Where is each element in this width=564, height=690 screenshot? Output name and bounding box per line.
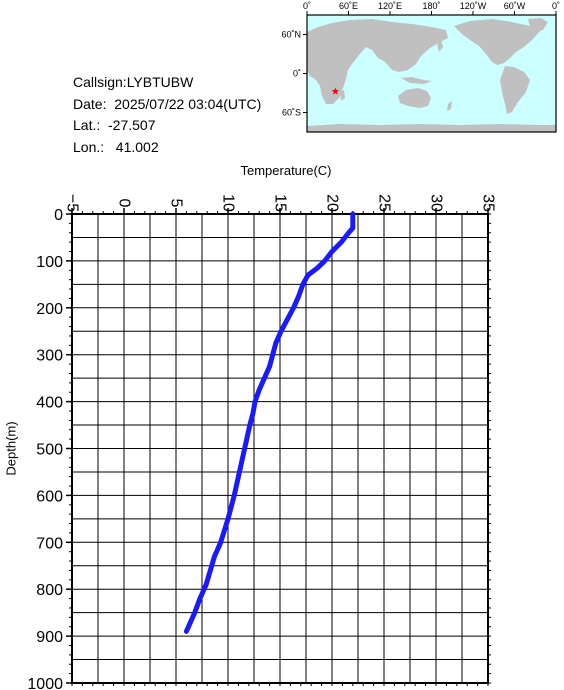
profile-info: Callsign:LYBTUBW Date: 2025/07/22 03:04(… — [73, 72, 261, 158]
map-longitude-label: 120˚W — [460, 1, 487, 11]
x-tick-label: 0 — [116, 199, 133, 208]
date-text: Date: 2025/07/22 03:04(UTC) — [73, 95, 262, 112]
map-latitude-label: 0˚ — [293, 69, 301, 79]
plot-frame — [71, 213, 489, 684]
longitude-text: Lon.: 41.002 — [73, 138, 159, 155]
map-land — [307, 18, 556, 132]
y-tick-label: 400 — [36, 395, 63, 412]
grid-lines — [71, 213, 489, 684]
map-longitude-labels: 0˚ 60˚E 120˚E 180˚ 120˚W 60˚W 0˚ — [303, 1, 560, 11]
map-longitude-label: 0˚ — [303, 1, 311, 11]
y-tick-label: 700 — [36, 535, 63, 552]
x-tick-label: 30 — [428, 194, 445, 212]
y-tick-label: 900 — [36, 629, 63, 646]
y-axis-title: Depth(m) — [4, 421, 19, 475]
y-tick-label: 100 — [36, 254, 63, 271]
x-tick-labels: −5 0 5 10 15 20 25 30 35 — [64, 194, 497, 212]
y-tick-label: 1000 — [27, 676, 63, 690]
y-tick-label: 500 — [36, 442, 63, 459]
y-tick-label: 200 — [36, 301, 63, 318]
x-tick-label: −5 — [64, 194, 81, 212]
x-tick-label: 10 — [220, 194, 237, 212]
latitude-text: Lat.: -27.507 — [73, 117, 156, 133]
y-tick-label: 800 — [36, 582, 63, 599]
x-tick-label: 25 — [376, 194, 393, 212]
y-tick-label: 300 — [36, 348, 63, 365]
x-tick-label: 35 — [480, 194, 497, 212]
minor-ticks — [66, 208, 491, 686]
map-longitude-label: 120˚E — [378, 1, 402, 11]
map-longitude-label: 180˚ — [422, 1, 440, 11]
x-tick-label: 15 — [272, 194, 289, 212]
callsign-text: Callsign:LYBTUBW — [73, 74, 194, 90]
location-marker — [331, 87, 340, 95]
temperature-profile-line — [183, 211, 356, 634]
map-ticks — [303, 11, 557, 113]
x-axis-title: Temperature(C) — [240, 163, 331, 178]
y-tick-labels: 0 100 200 300 400 500 600 700 800 900 1000 — [27, 207, 63, 690]
x-tick-label: 5 — [168, 199, 185, 208]
y-tick-label: 600 — [36, 488, 63, 505]
map-latitude-labels: 60˚N 0˚ 60˚S — [281, 30, 301, 118]
x-tick-label: 20 — [324, 194, 341, 212]
location-map: 0˚ 60˚E 120˚E 180˚ 120˚W 60˚W 0˚ 60˚N 0˚ 60˚S — [281, 1, 560, 133]
map-latitude-label: 60˚N — [281, 30, 301, 40]
y-tick-label: 0 — [54, 207, 63, 224]
map-longitude-label: 60˚W — [504, 1, 526, 11]
map-latitude-label: 60˚S — [282, 108, 301, 118]
map-longitude-label: 0˚ — [552, 1, 560, 11]
map-longitude-label: 60˚E — [339, 1, 358, 11]
